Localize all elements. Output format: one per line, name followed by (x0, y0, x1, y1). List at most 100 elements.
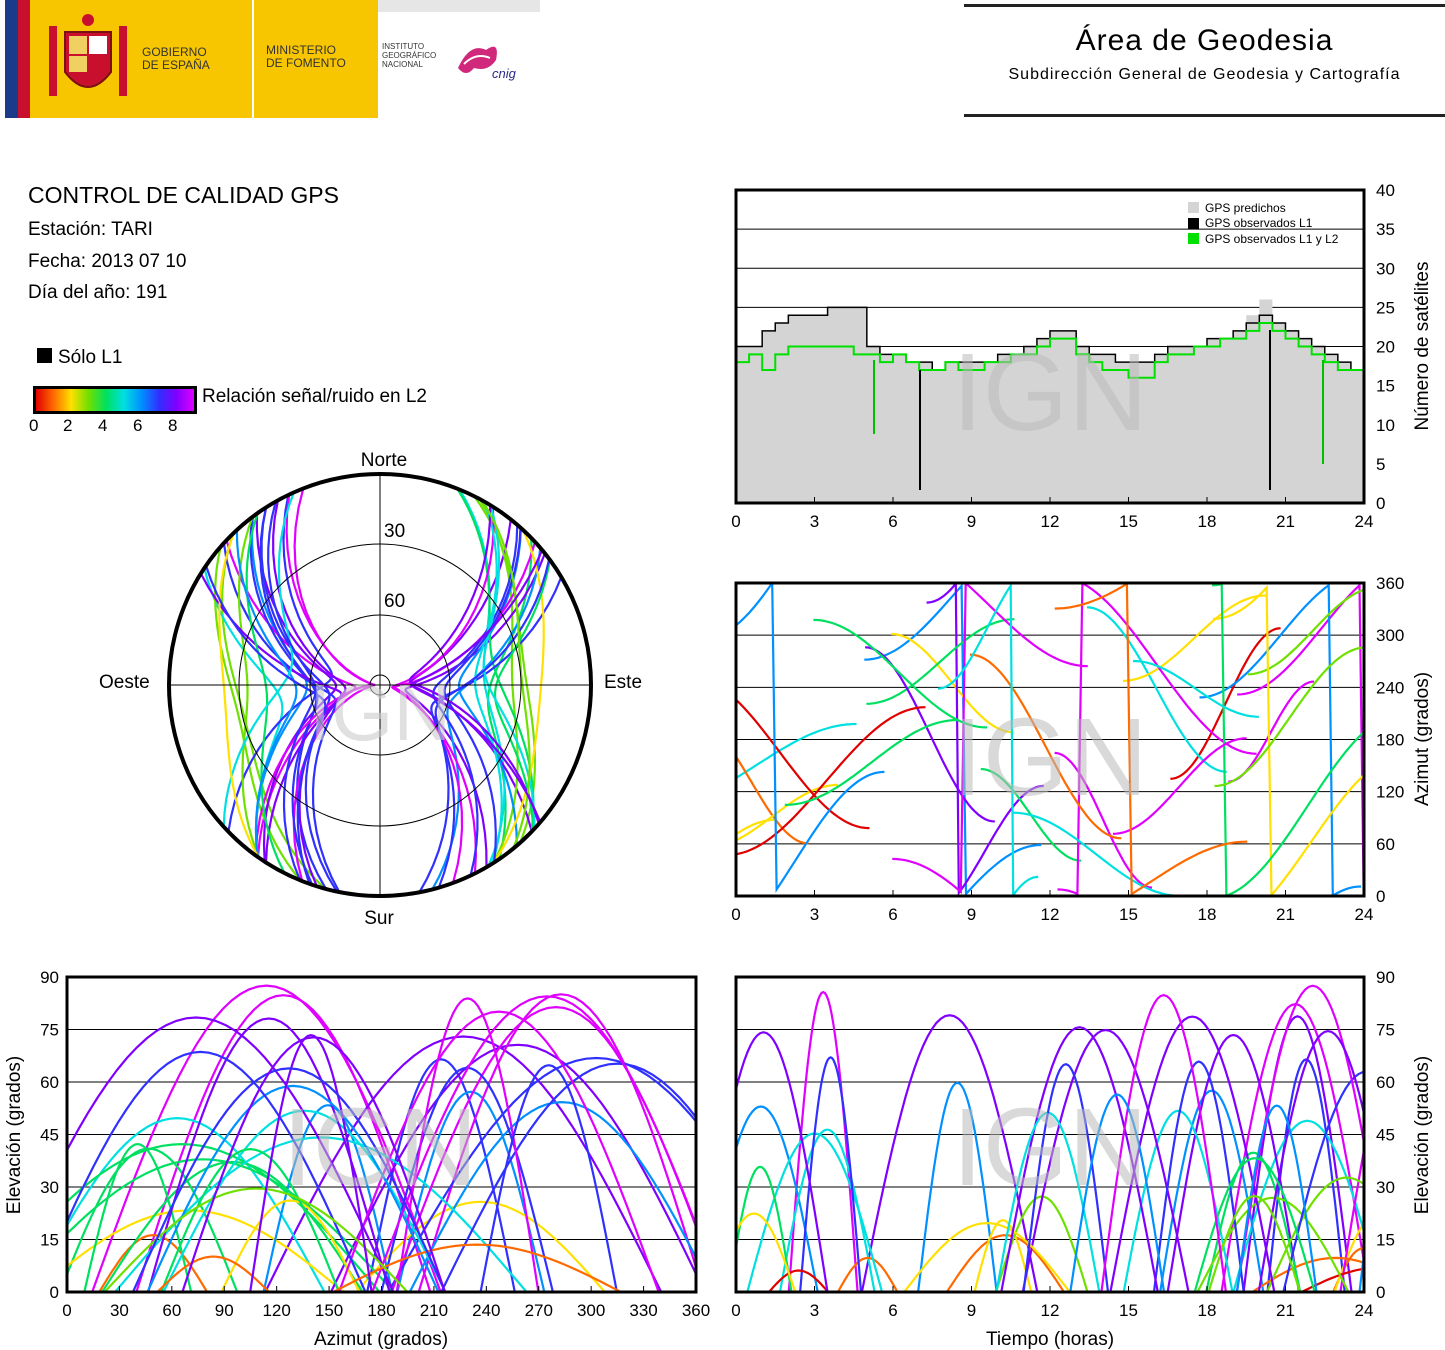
y-tick-label: 120 (1376, 783, 1404, 802)
x-tick-label: 18 (1198, 512, 1217, 531)
ministry-line2: DE FOMENTO (266, 56, 346, 70)
azimuth-track (937, 583, 1039, 896)
elevation-time-track (973, 1219, 1033, 1292)
azimuth-track (1237, 583, 1364, 896)
sky-track (443, 527, 522, 863)
y-tick-label: 35 (1376, 220, 1395, 239)
x-tick-label: 240 (472, 1301, 500, 1320)
elevation-azimuth-track (249, 1033, 373, 1292)
x-tick-label: 9 (967, 512, 976, 531)
azimuth-track (813, 618, 988, 729)
y-tick-label: 5 (1376, 455, 1385, 474)
sky-track (254, 494, 374, 856)
y-tick-label: 45 (1376, 1126, 1395, 1145)
sky-track (418, 558, 551, 893)
ign-line3: NACIONAL (382, 60, 423, 69)
elevation-time-track (736, 1031, 829, 1292)
l1-only-label: Sólo L1 (58, 347, 123, 368)
x-tick-label: 300 (577, 1301, 605, 1320)
y-tick-label: 30 (1376, 1178, 1395, 1197)
y-tick-label: 360 (1376, 575, 1404, 593)
elevation-azimuth-track (181, 1036, 446, 1292)
elevation-azimuth-track (440, 1062, 696, 1292)
elevation-azimuth-track (220, 1199, 361, 1292)
header-rule-bottom (964, 114, 1445, 117)
elevation-azimuth-track (338, 1010, 660, 1292)
y-tick-label: 90 (40, 968, 59, 987)
azimuth-track (1214, 646, 1364, 788)
azimuth-track (736, 754, 809, 845)
elevation-time-track (1266, 1176, 1364, 1292)
et-xlabel: Tiempo (horas) (986, 1329, 1114, 1350)
gov-line2: DE ESPAÑA (142, 58, 210, 72)
sky-track (235, 529, 298, 858)
legend-predicted: GPS predichos (1205, 201, 1286, 215)
x-tick-label: 0 (731, 512, 740, 531)
series-l1 (736, 306, 1365, 371)
elevation-azimuth-track (387, 1056, 696, 1292)
azimuth-track (926, 583, 1044, 896)
elevation-time-track (1236, 1104, 1318, 1292)
x-tick-label: 21 (1276, 1301, 1295, 1320)
y-tick-label: 300 (1376, 626, 1404, 645)
y-tick-label: 30 (1376, 259, 1395, 278)
azimuth-track (1012, 811, 1180, 896)
x-tick-label: 60 (162, 1301, 181, 1320)
elevation-azimuth-track (91, 984, 442, 1292)
elevation-azimuth-track (146, 1084, 440, 1292)
az-watermark: IGN (952, 696, 1148, 819)
x-tick-label: 330 (629, 1301, 657, 1320)
elevation-azimuth-track (330, 1043, 696, 1292)
snr-colorbar (33, 386, 197, 414)
x-tick-label: 0 (62, 1301, 71, 1320)
elevation-azimuth-track (355, 1200, 606, 1292)
sat-ylabel: Número de satélites (1412, 262, 1433, 431)
elevation-time-track (1205, 1151, 1302, 1292)
y-tick-label: 240 (1376, 678, 1404, 697)
elevation-time-track (736, 1165, 793, 1292)
compass-west: Oeste (99, 672, 150, 693)
sky-track (457, 527, 522, 846)
series-l1-l2 (736, 322, 1365, 379)
x-tick-label: 6 (888, 905, 897, 924)
elevation-time-track (1301, 1267, 1364, 1292)
elevation-azimuth-track (479, 1064, 618, 1292)
y-tick-label: 90 (1376, 968, 1395, 987)
elevation-time-track (736, 1212, 797, 1292)
azimuth-track (736, 583, 885, 893)
sky-horizon-circle (167, 472, 593, 898)
y-tick-label: 60 (1376, 835, 1395, 854)
elevation-azimuth-chart: IGN 0 15 30 45 60 75 90 0 30 60 90 120 150 180 210 240 2… (4, 968, 710, 1350)
x-tick-label: 21 (1276, 512, 1295, 531)
azimuth-track (1212, 583, 1364, 896)
x-tick-label: 15 (1119, 512, 1138, 531)
x-tick-label: 360 (682, 1301, 710, 1320)
ea-xlabel: Azimut (grados) (314, 1329, 448, 1350)
flag-red-strip (18, 0, 30, 118)
y-tick-label: 30 (40, 1178, 59, 1197)
area-title: Área de Geodesia (1075, 24, 1334, 57)
elevation-time-track (1000, 1026, 1159, 1292)
x-tick-label: 9 (967, 905, 976, 924)
l1-only-swatch (37, 348, 52, 363)
elevation-azimuth-track (67, 1016, 395, 1292)
sky-track (430, 576, 563, 888)
sky-track (408, 504, 540, 825)
ea-ylabel: Elevación (grados) (4, 1056, 25, 1214)
station-label: Estación: TARI (28, 219, 153, 240)
y-tick-label: 0 (1376, 494, 1385, 513)
snr-tick: 4 (98, 416, 108, 435)
azimuth-track (1054, 751, 1153, 889)
legend-l1: GPS observados L1 (1205, 216, 1313, 230)
skyplot-chart: Norte Sur Este Oeste 30 60 IGN (99, 450, 642, 929)
x-tick-label: 6 (888, 1301, 897, 1320)
sky-track (222, 492, 295, 827)
elevation-azimuth-track (160, 1147, 340, 1292)
elevation-time-track (836, 1256, 899, 1292)
sky-track (480, 499, 531, 850)
azimuth-track (1228, 680, 1315, 783)
elevation-time-track (860, 1014, 1039, 1292)
azimuth-time-chart: IGN 0 60 120 180 240 300 360 0 3 6 9 12 15 18 21 24 Azi… (731, 575, 1433, 924)
y-tick-label: 25 (1376, 298, 1395, 317)
elevation-azimuth-track (371, 995, 696, 1292)
